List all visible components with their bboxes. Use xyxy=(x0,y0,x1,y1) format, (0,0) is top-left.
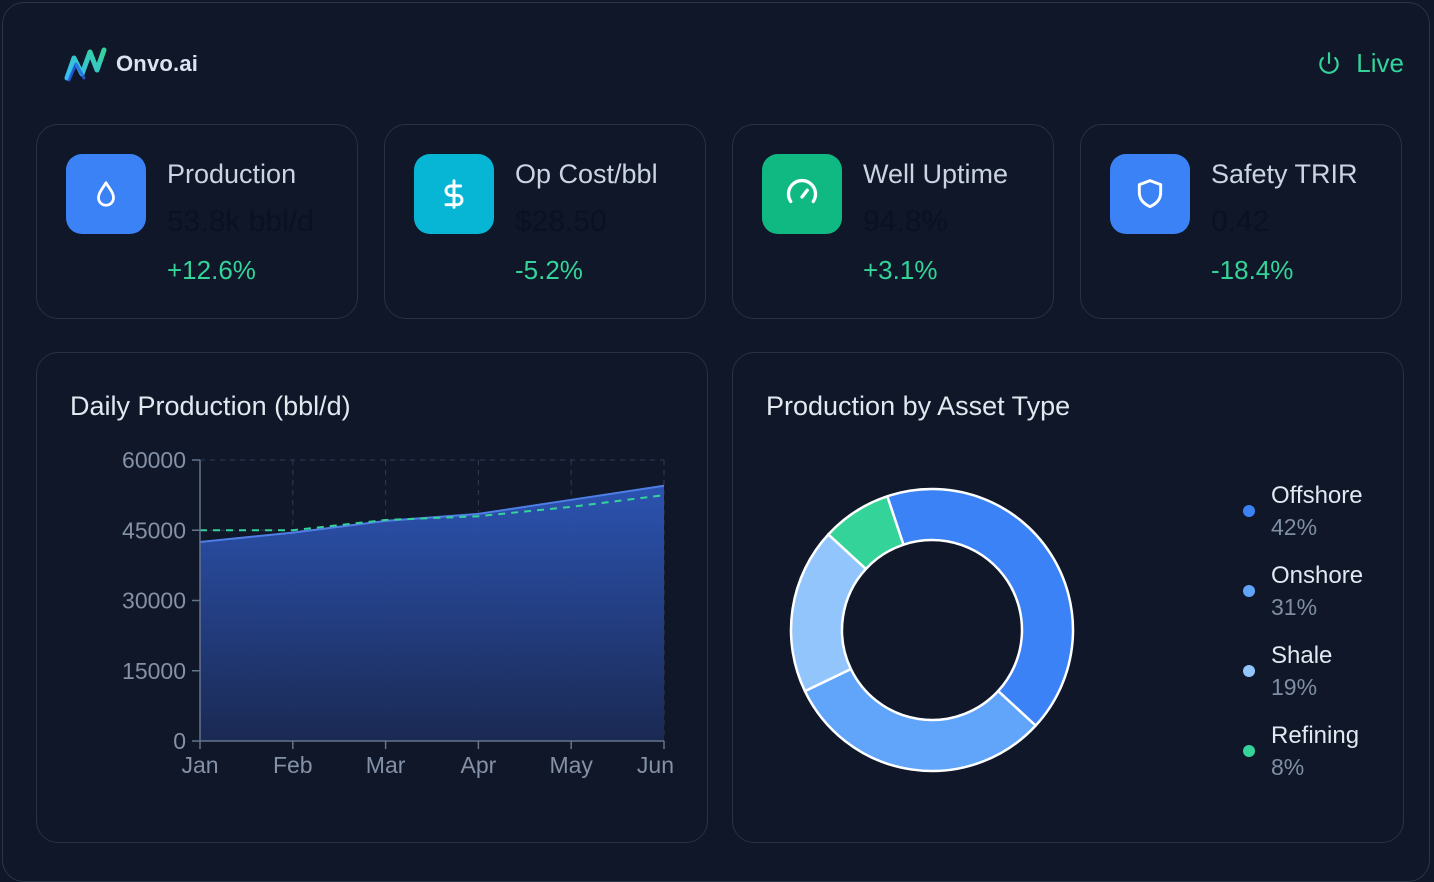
legend-pct: 19% xyxy=(1271,674,1318,700)
legend-name: Refining xyxy=(1271,722,1360,749)
kpi-label: Production xyxy=(167,159,297,189)
y-tick-label: 45000 xyxy=(122,517,186,543)
live-status[interactable]: Live xyxy=(1316,48,1404,79)
kpi-card-well-uptime[interactable]: Well Uptime 94.8% +3.1% xyxy=(732,124,1054,319)
production-line xyxy=(199,484,665,543)
legend-dot xyxy=(1243,505,1255,517)
kpi-change: -18.4% xyxy=(1211,255,1294,285)
legend-name: Onshore xyxy=(1271,562,1364,589)
kpi-change: +3.1% xyxy=(863,255,938,285)
kpi-label: Op Cost/bbl xyxy=(515,159,658,189)
droplet-icon xyxy=(66,154,146,234)
y-tick-label: 0 xyxy=(173,728,186,754)
donut-slice-refining xyxy=(827,495,905,571)
x-tick-label: Jan xyxy=(181,752,218,778)
x-tick-label: Mar xyxy=(366,752,406,778)
y-tick-label: 15000 xyxy=(122,658,186,684)
x-tick-label: Feb xyxy=(273,752,313,778)
x-tick-label: Apr xyxy=(461,752,497,778)
legend-item-offshore[interactable]: Offshore 42% xyxy=(1240,480,1400,550)
onvo-logo-icon xyxy=(64,47,107,82)
donut-slice-onshore xyxy=(803,667,1037,773)
brand[interactable]: Onvo.ai xyxy=(64,44,198,84)
kpi-card-production[interactable]: Production 53.8k bbl/d +12.6% xyxy=(36,124,358,319)
legend-item-onshore[interactable]: Onshore 31% xyxy=(1240,560,1400,630)
legend-dot xyxy=(1243,745,1255,757)
y-tick-label: 60000 xyxy=(122,447,186,473)
legend-dot xyxy=(1243,585,1255,597)
kpi-change: -5.2% xyxy=(515,255,583,285)
legend-pct: 8% xyxy=(1271,754,1305,780)
power-icon xyxy=(1319,51,1340,74)
kpi-value: 94.8% xyxy=(863,205,949,238)
legend-pct: 31% xyxy=(1271,594,1318,620)
area-fill xyxy=(200,485,664,741)
kpi-card-op-cost[interactable]: Op Cost/bbl $28.50 -5.2% xyxy=(384,124,706,319)
donut-slice-offshore xyxy=(886,487,1075,727)
legend-name: Offshore xyxy=(1271,482,1363,509)
production-area-chart[interactable]: 0 15000 30000 45000 60000 Jan Feb Mar Apr May Jun xyxy=(0,0,720,866)
kpi-value: 53.8k bbl/d xyxy=(167,205,314,238)
legend-dot xyxy=(1243,665,1255,677)
dollar-icon xyxy=(414,154,494,234)
brand-name: Onvo.ai xyxy=(116,51,199,76)
legend-item-shale[interactable]: Shale 19% xyxy=(1240,640,1400,710)
y-tick-label: 30000 xyxy=(122,588,186,614)
x-tick-label: May xyxy=(549,752,593,778)
legend-name: Shale xyxy=(1271,642,1333,669)
legend-pct: 42% xyxy=(1271,514,1318,540)
kpi-value: 0.42 xyxy=(1211,205,1270,238)
kpi-change: +12.6% xyxy=(167,255,256,285)
production-chart-title: Daily Production (bbl/d) xyxy=(70,391,351,421)
asset-donut-chart[interactable] xyxy=(732,352,1212,843)
x-tick-label: Jun xyxy=(637,752,674,778)
kpi-value: $28.50 xyxy=(515,205,607,238)
live-label: Live xyxy=(1356,48,1404,78)
asset-chart-title: Production by Asset Type xyxy=(766,391,1071,421)
shield-icon xyxy=(1110,154,1190,234)
gauge-icon xyxy=(762,154,842,234)
kpi-card-safety-trir[interactable]: Safety TRIR 0.42 -18.4% xyxy=(1080,124,1402,319)
legend-item-refining[interactable]: Refining 8% xyxy=(1240,720,1400,790)
kpi-label: Well Uptime xyxy=(863,159,1009,189)
kpi-label: Safety TRIR xyxy=(1211,159,1358,189)
